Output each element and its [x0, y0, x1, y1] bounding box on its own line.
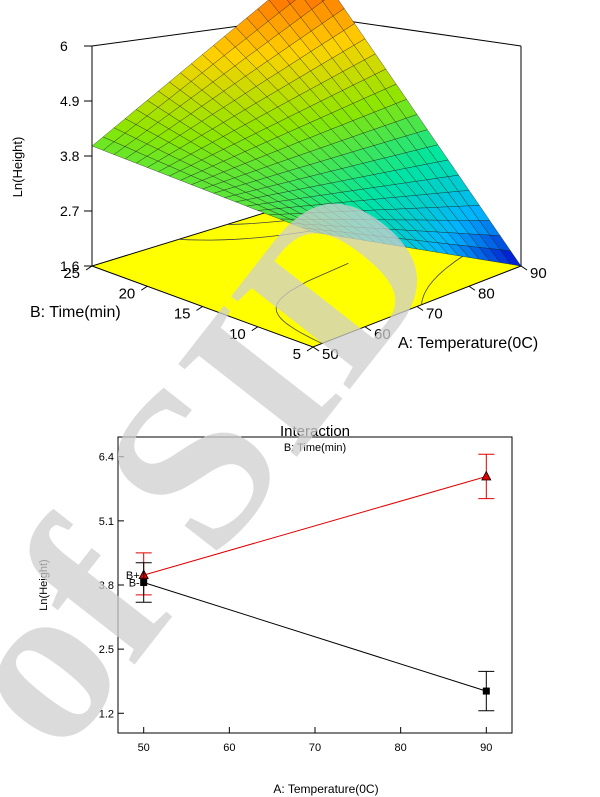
z-axis-label: Ln(Height): [10, 137, 25, 198]
floor-contour: [275, 262, 349, 344]
y-tick-mark: [140, 285, 148, 291]
y-tick-label: 20: [119, 285, 136, 302]
series-line: [143, 582, 487, 692]
z-tick-label: 3.8: [60, 148, 80, 164]
surface-mesh: [91, 0, 522, 267]
y-tick-label: 25: [63, 265, 80, 282]
series-line: [143, 476, 487, 576]
series-group: B+B-: [126, 453, 495, 712]
surface-cell: [499, 249, 522, 267]
y-tick-label: 2.5: [99, 644, 114, 656]
z-tick-label: 2.7: [60, 203, 80, 219]
y-axis-ticks: 5 10 15 20 25: [63, 265, 314, 363]
x-tick-label: 60: [374, 326, 391, 343]
z-tick-label: 1.6: [60, 258, 80, 274]
x-tick-label: 70: [426, 306, 443, 323]
series-label: B+: [126, 570, 140, 582]
x-tick-label: 80: [478, 285, 495, 302]
x-tick-label: 80: [395, 742, 407, 754]
y-tick-label: 3.8: [99, 580, 114, 592]
floor-contour: [421, 252, 468, 305]
x-tick-label: 90: [530, 265, 547, 282]
y-tick-label: 6.4: [99, 452, 114, 464]
x-tick-label: 50: [138, 742, 150, 754]
y-tick-label: 10: [229, 326, 246, 343]
data-point-square: [482, 687, 490, 695]
y-tick-mark: [306, 346, 314, 352]
series-b-minus: B-: [129, 562, 495, 712]
z-tick-label: 4.9: [60, 93, 80, 109]
y-tick-label: 5: [293, 346, 301, 363]
y-axis-label: B: Time(min): [30, 304, 121, 321]
y-tick-mark: [196, 306, 203, 311]
response-surface-chart: 1.6 2.7 3.8 4.9 6 50 60 70 80 90 5 10 15 20 25 Ln(He…: [10, 0, 547, 363]
x-tick-label: 60: [223, 742, 235, 754]
series-label: B-: [129, 578, 140, 590]
y-tick-label: 15: [174, 306, 191, 323]
data-point-triangle: [481, 470, 492, 481]
x-axis-label: A: Temperature(0C): [398, 335, 538, 352]
x-tick-mark: [468, 285, 476, 291]
chart-subtitle: B: Time(min): [284, 442, 346, 454]
z-tick-label: 6: [60, 38, 68, 54]
x-axis-ticks: 50 60 70 80 90: [138, 727, 492, 754]
y-tick-label: 1.2: [99, 708, 114, 720]
x-tick-label: 50: [322, 346, 339, 363]
x-tick-mark: [364, 326, 372, 332]
floor-contour: [178, 223, 348, 241]
x-tick-mark: [520, 265, 528, 271]
y-tick-label: 5.1: [99, 516, 114, 528]
chart-title: Interaction: [280, 423, 350, 440]
z-axis-ticks: 1.6 2.7 3.8 4.9 6: [60, 38, 92, 274]
data-point-square: [140, 579, 148, 587]
surface-cell: [287, 0, 296, 5]
y-tick-mark: [251, 326, 259, 332]
y-axis-ticks: 1.2 2.5 3.8 5.1 6.4: [99, 452, 124, 720]
x-tick-label: 90: [480, 742, 492, 754]
x-tick-mark: [312, 346, 320, 352]
x-axis-label: A: Temperature(0C): [273, 782, 378, 796]
x-tick-mark: [416, 306, 424, 311]
x-axis-ticks: 50 60 70 80 90: [312, 265, 547, 363]
x-tick-label: 70: [309, 742, 321, 754]
y-axis-label: Ln(Height): [38, 559, 50, 610]
y-tick-mark: [85, 265, 93, 271]
interaction-chart: Interaction B: Time(min) 1.2 2.5 3.8 5.1 6.4…: [38, 423, 513, 796]
